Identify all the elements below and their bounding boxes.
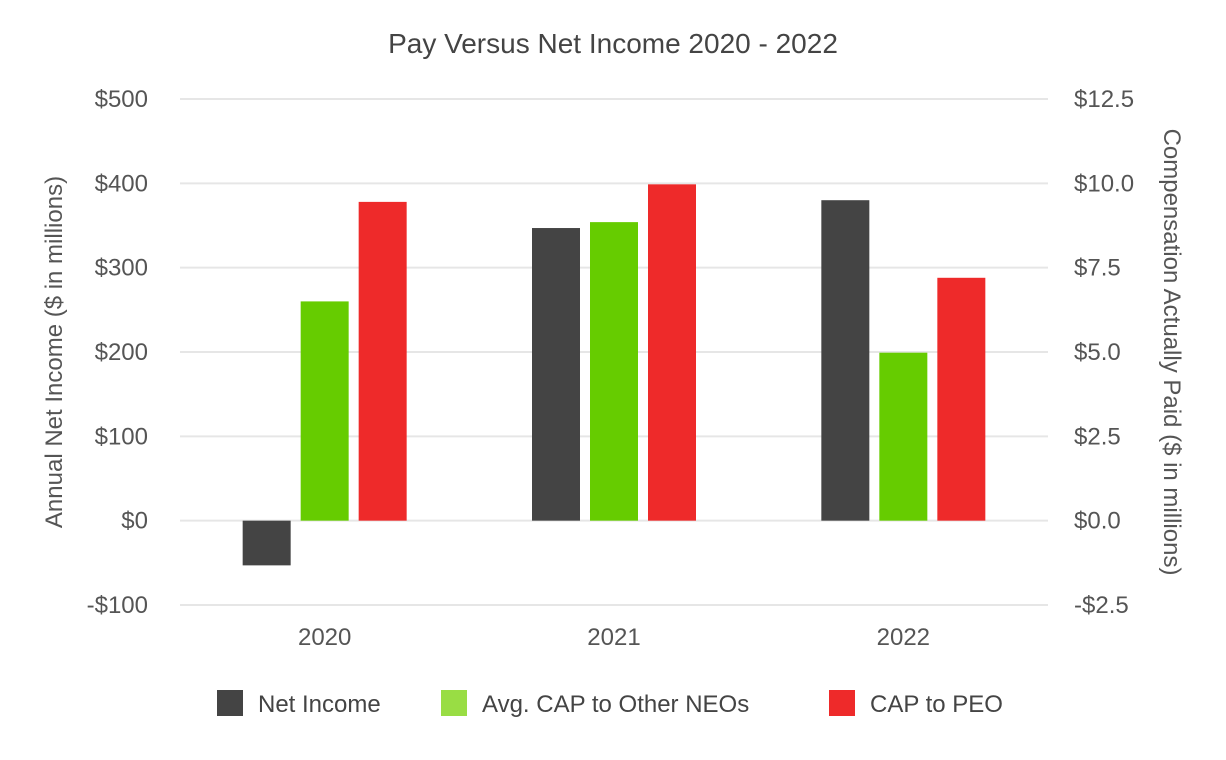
- right-axis-ticks: -$2.5 $0.0 $2.5 $5.0 $7.5 $10.0 $12.5: [1074, 86, 1134, 619]
- chart-title: Pay Versus Net Income 2020 - 2022: [388, 28, 838, 59]
- right-tick-label: $5.0: [1074, 339, 1121, 366]
- legend-label-cap-to-peo: CAP to PEO: [870, 691, 1003, 718]
- legend-swatch-cap-to-peo: [829, 690, 855, 716]
- right-tick-label: $12.5: [1074, 86, 1134, 113]
- bar-avg-cap-to-other-neos-2022: [879, 352, 928, 521]
- right-axis-label: Compensation Actually Paid ($ in million…: [1158, 129, 1185, 576]
- legend-label-net-income: Net Income: [258, 691, 381, 718]
- right-tick-label: $0.0: [1074, 508, 1121, 535]
- left-axis-ticks: -$100 $0 $100 $200 $300 $400 $500: [87, 86, 148, 619]
- bar-cap-to-peo-2022: [937, 277, 986, 521]
- bar-cap-to-peo-2021: [648, 184, 696, 521]
- left-axis-label: Annual Net Income ($ in millions): [41, 176, 68, 528]
- x-axis-ticks: 2020 2021 2022: [298, 624, 930, 651]
- legend: Net Income Avg. CAP to Other NEOs CAP to P…: [217, 690, 1003, 718]
- legend-swatch-avg-cap-to-other-neos: [441, 690, 467, 716]
- right-tick-label: $10.0: [1074, 170, 1134, 197]
- left-tick-label: $0: [121, 508, 148, 535]
- right-tick-label: $2.5: [1074, 423, 1121, 450]
- right-tick-label: $7.5: [1074, 255, 1121, 282]
- legend-label-avg-cap-to-other-neos: Avg. CAP to Other NEOs: [482, 691, 749, 718]
- bar-net-income-2021: [532, 228, 580, 521]
- left-tick-label: $400: [95, 170, 148, 197]
- left-tick-label: $100: [95, 423, 148, 450]
- left-tick-label: $300: [95, 255, 148, 282]
- bar-net-income-2020: [242, 520, 291, 566]
- x-tick-label: 2022: [877, 624, 930, 651]
- x-tick-label: 2020: [298, 624, 351, 651]
- bar-net-income-2022: [821, 200, 870, 521]
- legend-swatch-net-income: [217, 690, 243, 716]
- x-tick-label: 2021: [587, 624, 640, 651]
- left-tick-label: $200: [95, 339, 148, 366]
- bar-avg-cap-to-other-neos-2021: [590, 222, 638, 521]
- bar-avg-cap-to-other-neos-2020: [300, 301, 349, 521]
- bar-cap-to-peo-2020: [358, 201, 407, 521]
- bars: [242, 184, 986, 566]
- right-tick-label: -$2.5: [1074, 592, 1129, 619]
- left-tick-label: $500: [95, 86, 148, 113]
- left-tick-label: -$100: [87, 592, 148, 619]
